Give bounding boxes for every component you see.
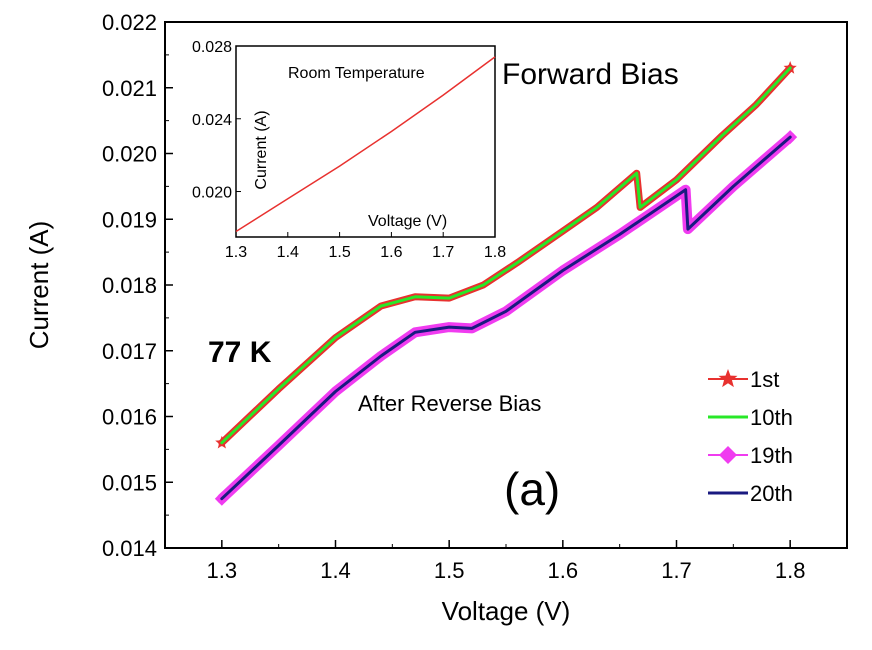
x-tick-label: 1.7 (661, 558, 692, 583)
inset-y-tick-label: 0.020 (192, 185, 232, 202)
inset-series-line-0 (235, 56, 496, 233)
inset-annotation: Room Temperature (288, 65, 425, 82)
main-x-axis: 1.3 1.4 1.5 1.6 1.7 1.8 (164, 540, 848, 583)
main-series-group (214, 61, 798, 506)
x-tick-label: 1.5 (434, 558, 465, 583)
inset-plot: 1.3 1.4 1.5 1.6 1.7 1.8 0.020 0.024 0.028 Room … (192, 39, 506, 261)
legend-label-10th: 10th (750, 405, 793, 430)
annotations: Forward Bias 77 K After Reverse Bias (a) (208, 58, 679, 515)
legend-label-1st: 1st (750, 367, 779, 392)
y-tick-label: 0.016 (102, 405, 157, 430)
x-tick-label: 1.6 (548, 558, 579, 583)
inset-x-tick-label: 1.3 (225, 244, 247, 261)
inset-x-tick-label: 1.6 (380, 244, 402, 261)
inset-y-axis: 0.020 0.024 0.028 (192, 39, 241, 202)
panel-label: (a) (504, 463, 560, 515)
legend-label-19th: 19th (750, 443, 793, 468)
temperature-label: 77 K (208, 336, 272, 369)
inset-x-tick-label: 1.8 (484, 244, 506, 261)
y-tick-label: 0.018 (102, 273, 157, 298)
y-tick-label: 0.017 (102, 339, 157, 364)
y-tick-label: 0.021 (102, 76, 157, 101)
x-axis-title: Voltage (V) (442, 596, 571, 626)
inset-x-tick-label: 1.7 (432, 244, 454, 261)
inset-y-axis-title: Current (A) (253, 110, 270, 189)
x-tick-label: 1.4 (320, 558, 351, 583)
main-plot: 1.3 1.4 1.5 1.6 1.7 1.8 0.0140.0150.0160.0170… (24, 10, 848, 626)
inset-y-tick-label: 0.028 (192, 39, 232, 56)
series-line-10th (220, 66, 792, 445)
inset-x-axis: 1.3 1.4 1.5 1.6 1.7 1.8 (225, 232, 506, 261)
legend-label-20th: 20th (750, 481, 793, 506)
inset-y-tick-label: 0.024 (192, 112, 232, 129)
series-line-20th (220, 135, 792, 501)
after-reverse-bias-label: After Reverse Bias (358, 391, 541, 416)
forward-bias-label: Forward Bias (502, 58, 679, 91)
x-tick-label: 1.3 (207, 558, 238, 583)
main-y-axis: 0.014 0.015 0.016 0.017 0.018 0.019 0.020 0.021… (102, 10, 173, 561)
x-tick-label: 1.8 (775, 558, 806, 583)
inset-x-axis-title: Voltage (V) (368, 213, 447, 230)
y-tick-label: 0.022 (102, 10, 157, 35)
y-tick-label: 0.019 (102, 207, 157, 232)
y-axis-title: Current (A) (24, 221, 54, 350)
inset-series-group (235, 56, 496, 233)
y-tick-label: 0.020 (102, 142, 157, 167)
legend-marker-19th (719, 446, 737, 464)
inset-x-tick-label: 1.5 (328, 244, 350, 261)
y-tick-label: 0.014 (102, 536, 157, 561)
y-tick-label: 0.015 (102, 470, 157, 495)
legend: 1st 10th 19th 20th (708, 367, 793, 506)
inset-x-tick-label: 1.4 (277, 244, 299, 261)
legend-marker-1st (718, 369, 738, 388)
inset-plot-frame (235, 45, 496, 238)
